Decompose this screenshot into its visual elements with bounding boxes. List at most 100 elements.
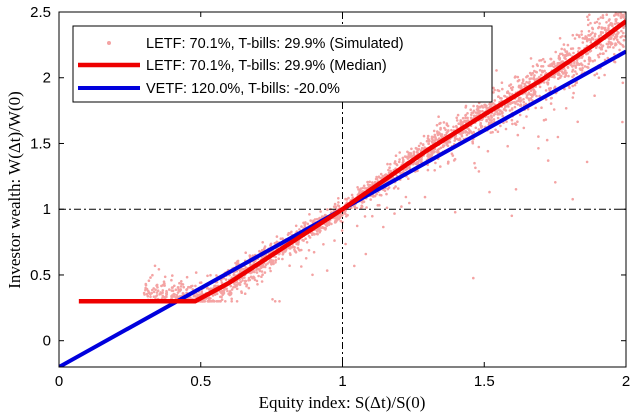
scatter-point xyxy=(622,38,626,42)
y-tick-label: 1 xyxy=(43,201,51,218)
scatter-point xyxy=(176,295,180,299)
scatter-point xyxy=(613,53,616,56)
y-tick-label: 0 xyxy=(43,333,51,350)
scatter-point xyxy=(248,254,252,258)
scatter-point xyxy=(434,137,438,141)
scatter-point xyxy=(571,70,574,73)
scatter-point xyxy=(211,294,215,297)
scatter-point xyxy=(578,35,581,39)
scatter-point xyxy=(180,280,183,283)
scatter-point xyxy=(315,217,319,221)
scatter-point xyxy=(594,46,598,49)
scatter-point xyxy=(406,150,409,154)
scatter-point xyxy=(545,138,549,142)
scatter-point xyxy=(368,180,372,184)
scatter-point xyxy=(464,106,468,109)
scatter-point xyxy=(532,77,535,81)
scatter-point xyxy=(460,134,464,138)
scatter-point xyxy=(145,292,149,296)
scatter-point xyxy=(581,63,584,67)
scatter-point xyxy=(508,92,511,95)
scatter-point xyxy=(438,147,441,151)
scatter-point xyxy=(400,205,403,208)
scatter-point xyxy=(455,116,459,120)
scatter-point xyxy=(497,108,500,112)
scatter-point xyxy=(589,21,592,25)
scatter-point xyxy=(194,284,197,288)
scatter-point xyxy=(439,126,442,130)
scatter-point xyxy=(392,187,396,190)
scatter-point xyxy=(549,102,553,105)
scatter-point xyxy=(180,282,183,286)
scatter-point xyxy=(583,65,587,68)
scatter-point xyxy=(269,269,272,273)
scatter-point xyxy=(559,74,563,78)
scatter-point xyxy=(480,125,484,128)
scatter-point xyxy=(622,13,625,17)
scatter-point xyxy=(558,37,562,40)
scatter-point xyxy=(519,104,523,108)
scatter-point xyxy=(492,102,495,105)
scatter-point xyxy=(541,70,544,74)
scatter-point xyxy=(458,138,462,141)
scatter-point xyxy=(612,46,615,49)
scatter-point xyxy=(477,170,481,173)
scatter-point xyxy=(325,269,329,272)
scatter-point xyxy=(568,53,572,57)
scatter-point xyxy=(350,206,353,210)
scatter-point xyxy=(564,107,568,110)
scatter-point xyxy=(593,32,597,36)
scatter-point xyxy=(453,157,457,161)
scatter-point xyxy=(613,22,617,26)
scatter-point xyxy=(243,279,247,283)
scatter-point xyxy=(185,288,188,292)
scatter-point xyxy=(278,300,281,303)
scatter-point xyxy=(622,31,625,35)
scatter-point xyxy=(248,278,252,282)
scatter-point xyxy=(500,81,504,84)
scatter-point xyxy=(572,91,575,95)
scatter-point xyxy=(587,18,590,22)
scatter-point xyxy=(163,284,166,287)
scatter-point xyxy=(339,213,343,216)
scatter-point xyxy=(146,294,150,298)
scatter-point xyxy=(598,52,602,56)
scatter-point xyxy=(145,287,149,291)
scatter-point xyxy=(501,87,504,91)
scatter-point xyxy=(575,33,579,37)
scatter-point xyxy=(234,261,237,265)
scatter-point xyxy=(471,141,475,145)
scatter-point xyxy=(337,197,340,200)
scatter-point xyxy=(571,33,575,37)
scatter-point xyxy=(571,197,574,201)
scatter-point xyxy=(389,162,392,166)
scatter-point xyxy=(609,43,613,46)
scatter-point xyxy=(516,120,519,123)
scatter-point xyxy=(507,105,510,108)
scatter-point xyxy=(261,273,264,277)
scatter-point xyxy=(351,196,355,199)
scatter-point xyxy=(338,215,342,219)
scatter-point xyxy=(147,279,151,283)
scatter-point xyxy=(255,279,259,283)
scatter-point xyxy=(619,2,622,5)
scatter-point xyxy=(364,252,368,256)
scatter-point xyxy=(485,119,488,123)
scatter-point xyxy=(335,215,339,219)
scatter-point xyxy=(588,56,592,60)
scatter-point xyxy=(179,285,183,288)
x-tick-label: 1 xyxy=(338,373,346,390)
scatter-point xyxy=(353,264,356,268)
scatter-point xyxy=(266,262,269,265)
scatter-point xyxy=(433,169,437,172)
scatter-point xyxy=(557,54,561,58)
scatter-point xyxy=(581,41,585,44)
scatter-point xyxy=(541,57,545,61)
scatter-point xyxy=(459,122,463,126)
scatter-point xyxy=(574,70,577,73)
scatter-point xyxy=(540,106,543,109)
scatter-point xyxy=(580,33,583,36)
scatter-point xyxy=(571,47,575,50)
scatter-point xyxy=(619,9,622,12)
legend-label-median: LETF: 70.1%, T-bills: 29.9% (Median) xyxy=(146,58,387,74)
